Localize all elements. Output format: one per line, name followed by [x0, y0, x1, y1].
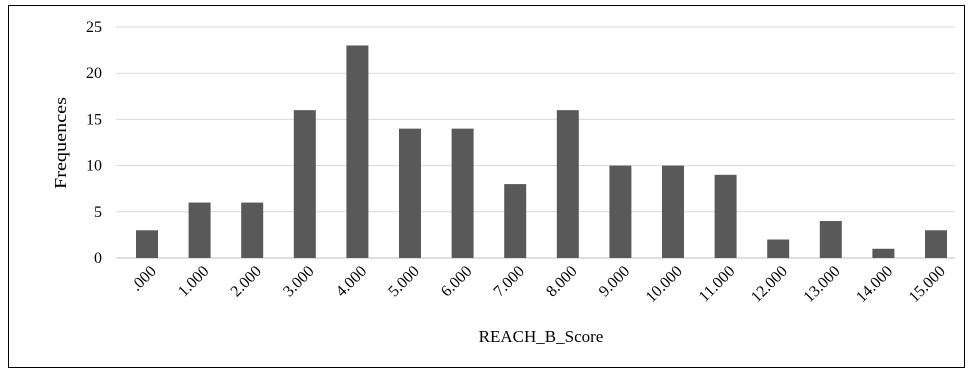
bar — [451, 128, 474, 258]
y-tick-label: 0 — [94, 250, 102, 267]
bar — [556, 110, 579, 258]
bar — [293, 110, 316, 258]
bars — [136, 45, 947, 259]
x-axis-title: REACH_B_Score — [479, 327, 604, 346]
bar — [504, 184, 527, 258]
x-tick-label: 12.000 — [748, 263, 791, 306]
y-tick-label: 15 — [86, 111, 102, 128]
y-tick-label: 5 — [94, 204, 102, 221]
bar — [399, 128, 421, 258]
x-tick-label: 14.000 — [853, 263, 896, 306]
bar — [609, 165, 632, 258]
y-axis-title: Frequences — [51, 97, 70, 189]
x-tick-label: 10.000 — [643, 263, 686, 306]
x-tick-label: 7.000 — [491, 263, 528, 300]
bar — [662, 165, 684, 258]
bar — [767, 239, 790, 258]
x-tick-label: 8.000 — [543, 263, 580, 300]
y-tick-label: 25 — [86, 19, 102, 36]
y-tick-label: 10 — [86, 158, 102, 175]
x-tick-label: 5.000 — [385, 263, 422, 300]
x-tick-label: 1.000 — [175, 263, 212, 300]
x-tick-label: 9.000 — [596, 263, 633, 300]
x-tick-label: 2.000 — [228, 263, 265, 300]
bar — [714, 174, 737, 258]
y-tick-label: 20 — [86, 65, 102, 82]
bar — [346, 45, 369, 259]
bar — [188, 202, 211, 258]
x-tick-label: 6.000 — [438, 263, 475, 300]
x-tick-label: 15.000 — [906, 263, 949, 306]
x-tick-label: 13.000 — [800, 263, 843, 306]
x-tick-label: 4.000 — [333, 263, 370, 300]
x-tick-label: .000 — [128, 263, 160, 295]
y-axis-ticks: 0 5 10 15 20 25 — [86, 19, 102, 267]
bar — [241, 202, 264, 258]
bar — [872, 248, 895, 258]
bar — [136, 230, 158, 258]
bar — [925, 230, 947, 258]
x-tick-label: 11.000 — [696, 263, 739, 306]
chart-frame — [8, 5, 965, 368]
x-tick-label: 3.000 — [280, 263, 317, 300]
bar — [819, 221, 842, 258]
x-axis-ticks: .000 1.000 2.000 3.000 4.000 5.000 6.000 7.000 8… — [128, 263, 949, 306]
